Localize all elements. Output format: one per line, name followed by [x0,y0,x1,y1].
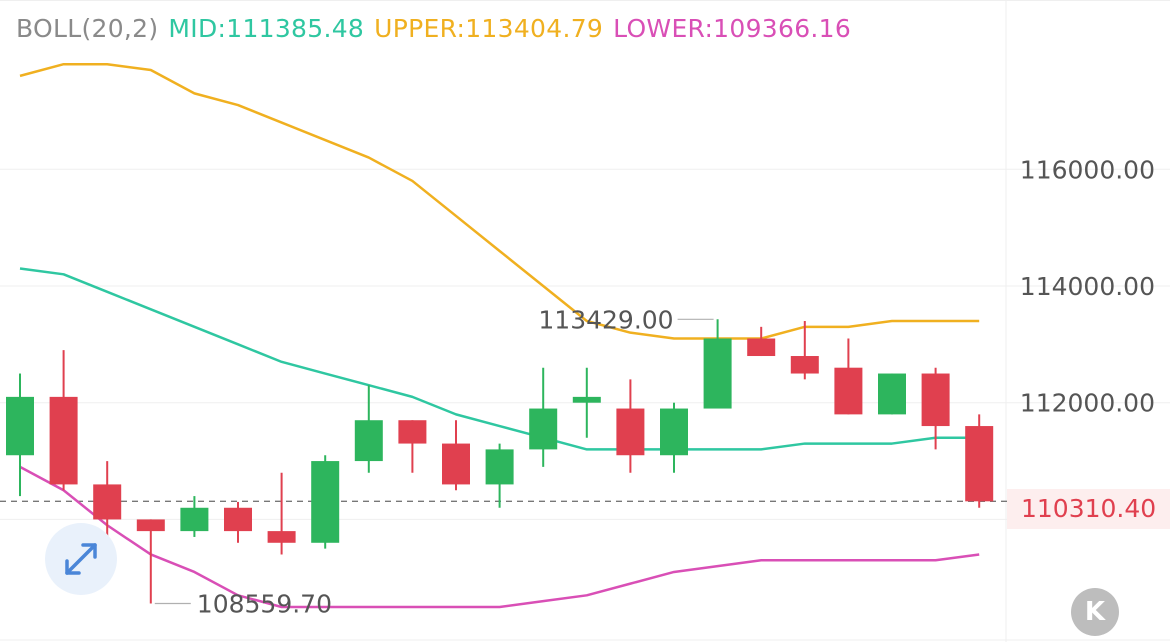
candle-body [354,420,383,462]
candle [703,319,732,409]
legend-mid: MID:111385.48 [168,14,365,43]
band-line-mid [19,267,980,451]
candle-body [572,396,601,403]
candle [485,443,514,508]
candle [311,455,340,549]
candle [747,326,776,357]
candle-body [529,408,558,450]
y-tick-label: 114000.00 [1020,272,1155,301]
candle-body [442,443,470,485]
last-price-tag: 110310.40 [1007,489,1170,529]
boll-legend: BOLL(20,2) MID:111385.48 UPPER:113404.79 LO… [16,14,861,43]
y-tick-label: 116000.00 [1020,155,1155,184]
candle [136,519,165,604]
candle-body [747,338,776,357]
expand-arrows-icon [65,543,97,575]
candle [180,496,209,537]
candle [878,373,906,415]
candle [572,367,601,438]
candle-body [485,449,514,485]
candle-body [6,396,34,456]
candle-body [398,420,427,444]
candle [49,350,78,491]
candle [267,472,296,555]
candle [529,367,558,467]
last-price-label: 110310.40 [1021,494,1157,523]
candle-body [790,356,819,374]
candle [616,379,645,473]
k-button[interactable]: K [1071,588,1119,636]
candle [6,373,34,497]
candle-body [224,507,252,532]
candle [398,420,427,473]
bollinger-bands [19,62,980,609]
annotation-label: 108559.70 [197,589,332,618]
candle-body [834,367,863,415]
candle [790,321,819,380]
expand-button[interactable] [45,523,117,595]
annotation-label: 113429.00 [538,305,673,334]
candle-body [616,408,645,456]
candle-body [93,484,122,520]
candle [442,420,470,491]
price-annotations: 113429.00 108559.70 [154,305,714,618]
candle-body [660,408,688,456]
legend-indicator: BOLL(20,2) [16,14,159,43]
candle [660,402,688,473]
candle-body [311,461,340,543]
candle [834,338,863,415]
legend-upper: UPPER:113404.79 [374,14,604,43]
legend-lower: LOWER:109366.16 [613,14,852,43]
candle-body [878,373,906,415]
candle-body [180,507,209,532]
k-button-label: K [1084,597,1106,627]
candle [965,414,994,508]
candle [921,367,950,450]
candle-body [267,531,296,543]
band-line-upper [19,62,980,340]
candle-body [703,338,732,409]
candle-body [49,396,78,485]
candle-body [921,373,950,427]
candle [354,385,383,473]
candle-body [965,426,994,502]
band-line-lower [19,465,980,609]
y-tick-label: 112000.00 [1020,389,1155,418]
candle [224,501,252,543]
candles [6,319,994,604]
candle-body [136,519,165,532]
